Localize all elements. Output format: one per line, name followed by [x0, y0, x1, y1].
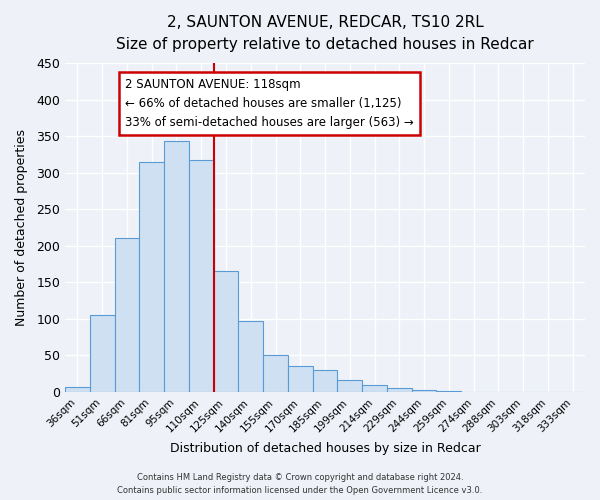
Bar: [214, 272, 238, 392]
Bar: [436, 391, 461, 392]
X-axis label: Distribution of detached houses by size in Redcar: Distribution of detached houses by size …: [170, 442, 481, 455]
Text: 2 SAUNTON AVENUE: 118sqm
← 66% of detached houses are smaller (1,125)
33% of sem: 2 SAUNTON AVENUE: 118sqm ← 66% of detach…: [125, 78, 413, 129]
Bar: [90, 315, 115, 392]
Bar: [65, 387, 90, 392]
Bar: [115, 238, 139, 392]
Bar: [263, 356, 288, 392]
Bar: [288, 366, 313, 392]
Bar: [362, 386, 387, 392]
Bar: [412, 390, 436, 392]
Y-axis label: Number of detached properties: Number of detached properties: [15, 129, 28, 326]
Bar: [139, 162, 164, 392]
Bar: [387, 388, 412, 392]
Bar: [313, 370, 337, 392]
Bar: [164, 142, 189, 392]
Bar: [189, 160, 214, 392]
Bar: [337, 380, 362, 392]
Title: 2, SAUNTON AVENUE, REDCAR, TS10 2RL
Size of property relative to detached houses: 2, SAUNTON AVENUE, REDCAR, TS10 2RL Size…: [116, 15, 534, 52]
Bar: [238, 321, 263, 392]
Text: Contains HM Land Registry data © Crown copyright and database right 2024.
Contai: Contains HM Land Registry data © Crown c…: [118, 474, 482, 495]
